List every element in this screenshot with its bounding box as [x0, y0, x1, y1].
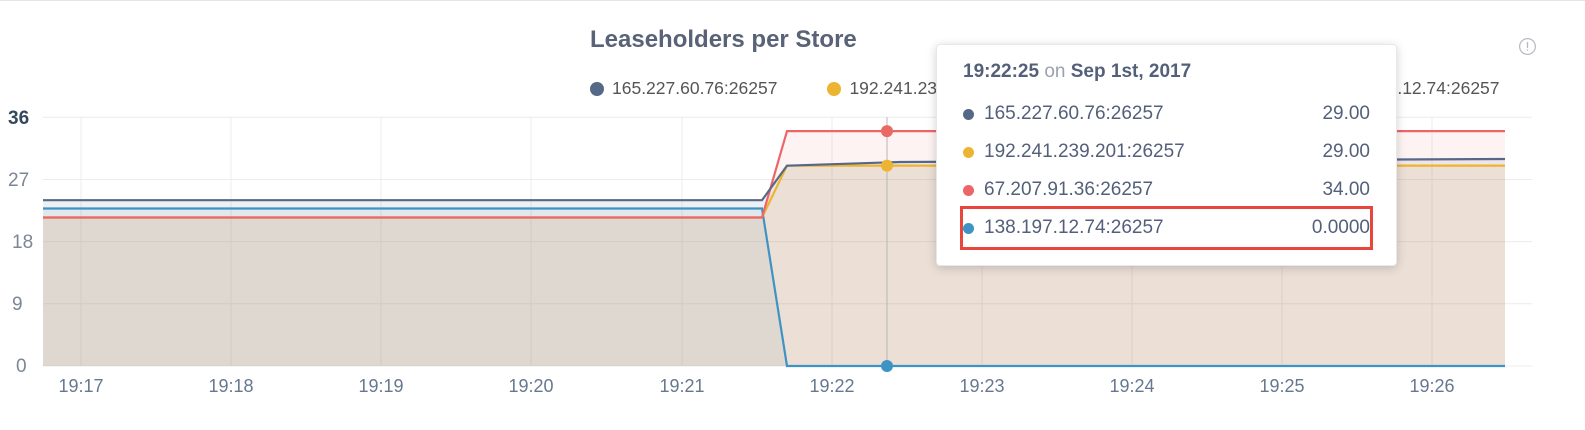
svg-text:19:25: 19:25: [1259, 376, 1304, 396]
svg-text:19:20: 19:20: [508, 376, 553, 396]
svg-text:9: 9: [12, 294, 23, 315]
svg-text:19:21: 19:21: [659, 376, 704, 396]
svg-text:19:17: 19:17: [58, 376, 103, 396]
svg-text:19:23: 19:23: [959, 376, 1004, 396]
svg-text:18: 18: [12, 232, 33, 253]
svg-text:19:26: 19:26: [1409, 376, 1454, 396]
svg-text:36: 36: [8, 108, 29, 129]
svg-text:19:22: 19:22: [809, 376, 854, 396]
svg-text:19:19: 19:19: [358, 376, 403, 396]
svg-text:27: 27: [8, 170, 29, 191]
svg-text:19:18: 19:18: [208, 376, 253, 396]
svg-text:0: 0: [16, 356, 27, 377]
svg-text:19:24: 19:24: [1109, 376, 1154, 396]
